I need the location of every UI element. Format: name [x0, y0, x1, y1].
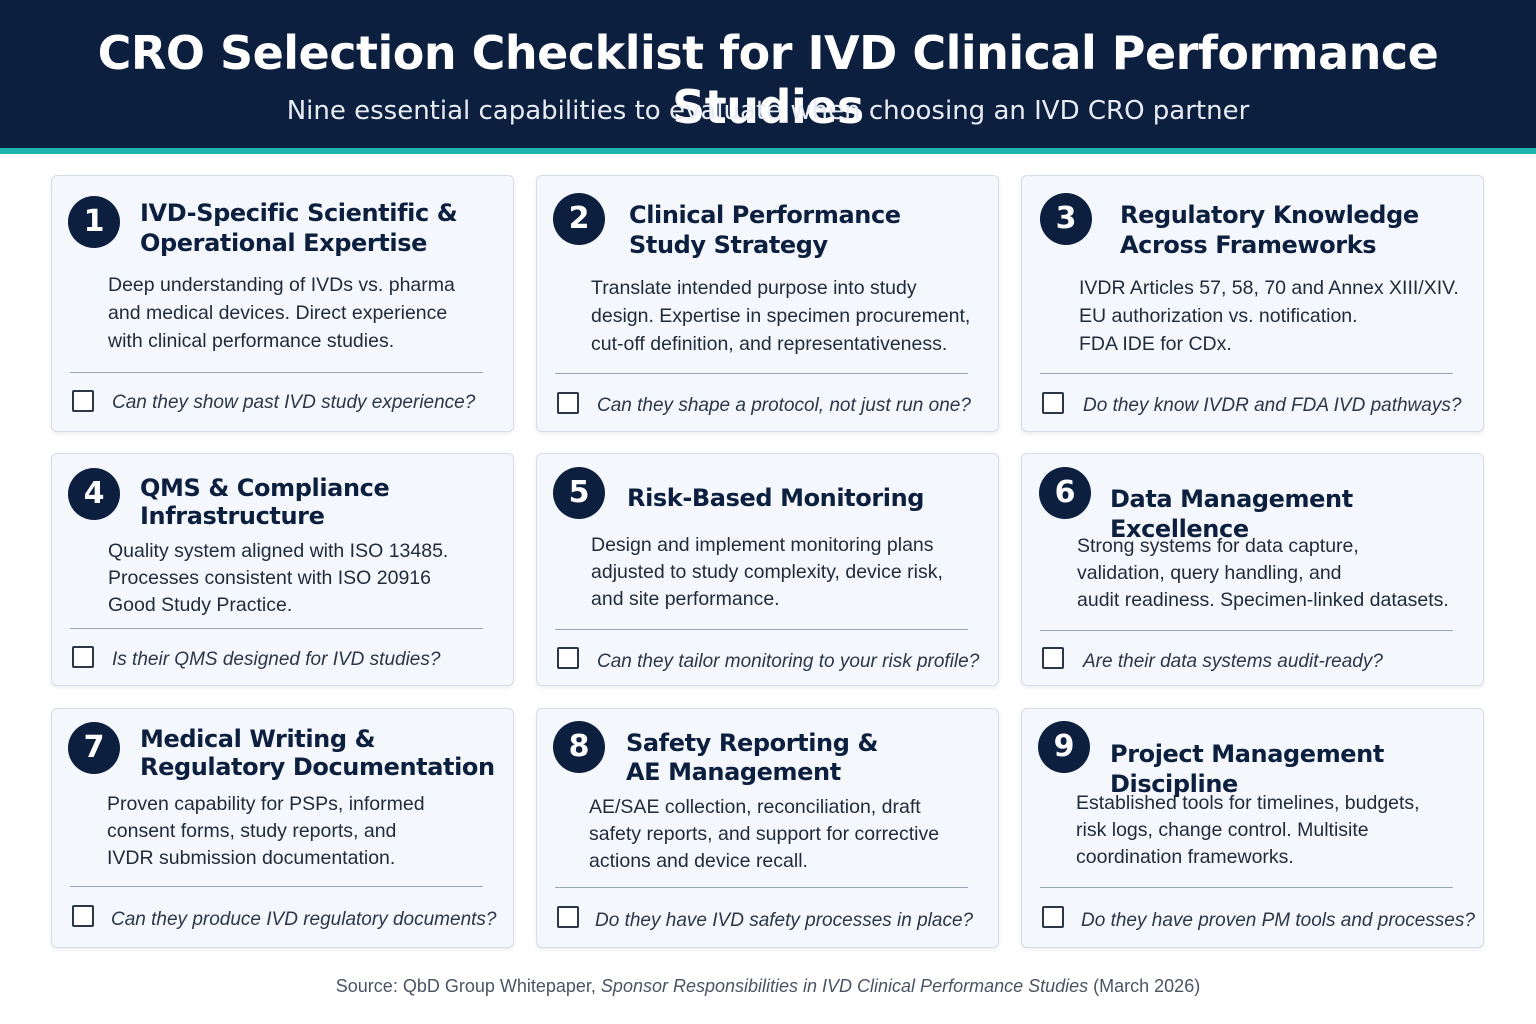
- card-title: Clinical Performance Study Strategy: [629, 201, 901, 259]
- card-question: Do they know IVDR and FDA IVD pathways?: [1083, 395, 1462, 416]
- card-number-badge: 8: [553, 721, 605, 773]
- card-question: Can they shape a protocol, not just run …: [597, 395, 971, 416]
- question-checkbox[interactable]: [557, 906, 579, 928]
- card-description: IVDR Articles 57, 58, 70 and Annex XIII/…: [1079, 277, 1459, 355]
- question-checkbox[interactable]: [1042, 392, 1064, 414]
- checklist-card-1: 1 IVD-Specific Scientific & Operational E…: [51, 175, 514, 432]
- card-description: AE/SAE collection, reconciliation, draft…: [589, 796, 940, 872]
- card-number-badge: 3: [1040, 193, 1092, 245]
- card-title: Medical Writing & Regulatory Documentatio…: [140, 725, 495, 781]
- card-title: Project Management Discipline: [1110, 740, 1384, 798]
- question-checkbox[interactable]: [72, 905, 94, 927]
- card-description: Strong systems for data capture, validati…: [1077, 535, 1449, 611]
- checklist-card-4: 4 QMS & Compliance Infrastructure Quality…: [51, 453, 514, 686]
- question-checkbox[interactable]: [1042, 906, 1064, 928]
- card-question: Do they have IVD safety processes in pla…: [595, 910, 974, 931]
- question-checkbox[interactable]: [72, 390, 94, 412]
- page-subtitle: Nine essential capabilities to evaluate …: [286, 96, 1250, 126]
- card-title: Data Management Excellence: [1110, 485, 1353, 543]
- checklist-card-7: 7 Medical Writing & Regulatory Documentat…: [51, 708, 514, 948]
- card-divider: [70, 886, 483, 887]
- header-banner: [0, 0, 1536, 148]
- question-checkbox[interactable]: [557, 392, 579, 414]
- question-checkbox[interactable]: [72, 646, 94, 668]
- card-divider: [555, 629, 968, 630]
- checklist-card-8: 8 Safety Reporting & AE Management AE/SAE…: [536, 708, 999, 948]
- card-divider: [70, 628, 483, 629]
- checklist-card-6: 6 Data Management Excellence Strong syst…: [1021, 453, 1484, 686]
- checklist-card-3: 3 Regulatory Knowledge Across Frameworks …: [1021, 175, 1484, 432]
- card-description: Design and implement monitoring plans adj…: [591, 534, 943, 610]
- card-number-badge: 1: [68, 196, 120, 248]
- card-description: Proven capability for PSPs, informed cons…: [107, 793, 425, 869]
- card-question: Can they produce IVD regulatory document…: [111, 909, 497, 930]
- card-title: Regulatory Knowledge Across Frameworks: [1120, 201, 1419, 259]
- card-divider: [555, 373, 968, 374]
- card-title: Safety Reporting & AE Management: [626, 729, 878, 786]
- card-description: Deep understanding of IVDs vs. pharma and…: [108, 274, 455, 352]
- checklist-card-5: 5 Risk-Based Monitoring Design and imple…: [536, 453, 999, 686]
- card-number-badge: 5: [553, 467, 605, 519]
- checklist-card-2: 2 Clinical Performance Study Strategy Tra…: [536, 175, 999, 432]
- source-citation: Source: QbD Group Whitepaper, Sponsor Re…: [335, 976, 1201, 996]
- card-number-badge: 4: [68, 468, 120, 520]
- card-number-badge: 6: [1039, 467, 1091, 519]
- header-accent-bar: [0, 148, 1536, 154]
- card-divider: [1040, 630, 1453, 631]
- card-question: Can they tailor monitoring to your risk …: [597, 651, 980, 672]
- card-divider: [1040, 887, 1453, 888]
- page-title: CRO Selection Checklist for IVD Clinical…: [97, 26, 1439, 134]
- question-checkbox[interactable]: [557, 647, 579, 669]
- card-divider: [1040, 373, 1453, 374]
- card-description: Established tools for timelines, budgets…: [1076, 792, 1420, 868]
- card-description: Translate intended purpose into study des…: [591, 277, 971, 355]
- card-title: IVD-Specific Scientific & Operational Exp…: [140, 199, 458, 257]
- checklist-card-9: 9 Project Management Discipline Establis…: [1021, 708, 1484, 948]
- card-number-badge: 2: [553, 193, 605, 245]
- card-number-badge: 7: [68, 722, 120, 774]
- card-question: Do they have proven PM tools and process…: [1081, 910, 1475, 931]
- card-divider: [555, 887, 968, 888]
- card-question: Are their data systems audit-ready?: [1083, 651, 1383, 672]
- card-question: Can they show past IVD study experience?: [112, 392, 476, 413]
- card-divider: [70, 372, 483, 373]
- card-description: Quality system aligned with ISO 13485. Pr…: [108, 540, 449, 616]
- question-checkbox[interactable]: [1042, 647, 1064, 669]
- card-question: Is their QMS designed for IVD studies?: [112, 649, 441, 670]
- card-title: QMS & Compliance Infrastructure: [140, 474, 390, 530]
- card-title: Risk-Based Monitoring: [627, 484, 925, 512]
- card-number-badge: 9: [1038, 721, 1090, 773]
